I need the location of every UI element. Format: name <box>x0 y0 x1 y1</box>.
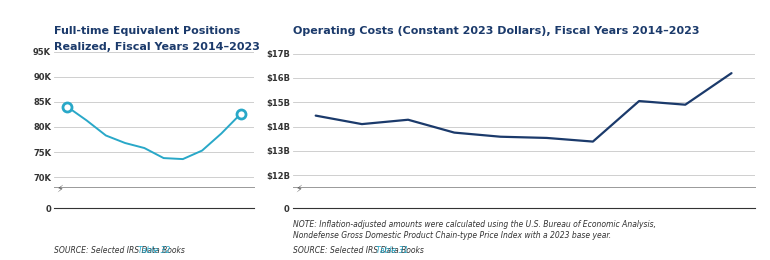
Text: Realized, Fiscal Years 2014–2023: Realized, Fiscal Years 2014–2023 <box>54 42 259 52</box>
Text: Table 31: Table 31 <box>377 246 409 255</box>
Text: ⚡: ⚡ <box>56 184 63 193</box>
Text: SOURCE: Selected IRS Data Books: SOURCE: Selected IRS Data Books <box>54 246 187 255</box>
Text: NOTE: Inflation-adjusted amounts were calculated using the U.S. Bureau of Econom: NOTE: Inflation-adjusted amounts were ca… <box>293 220 655 240</box>
Text: SOURCE: Selected IRS Data Books: SOURCE: Selected IRS Data Books <box>293 246 426 255</box>
Text: Table 32: Table 32 <box>138 246 170 255</box>
Text: Operating Costs (Constant 2023 Dollars), Fiscal Years 2014–2023: Operating Costs (Constant 2023 Dollars),… <box>293 27 699 36</box>
Text: Full-time Equivalent Positions: Full-time Equivalent Positions <box>54 27 240 36</box>
Text: ⚡: ⚡ <box>295 184 302 193</box>
